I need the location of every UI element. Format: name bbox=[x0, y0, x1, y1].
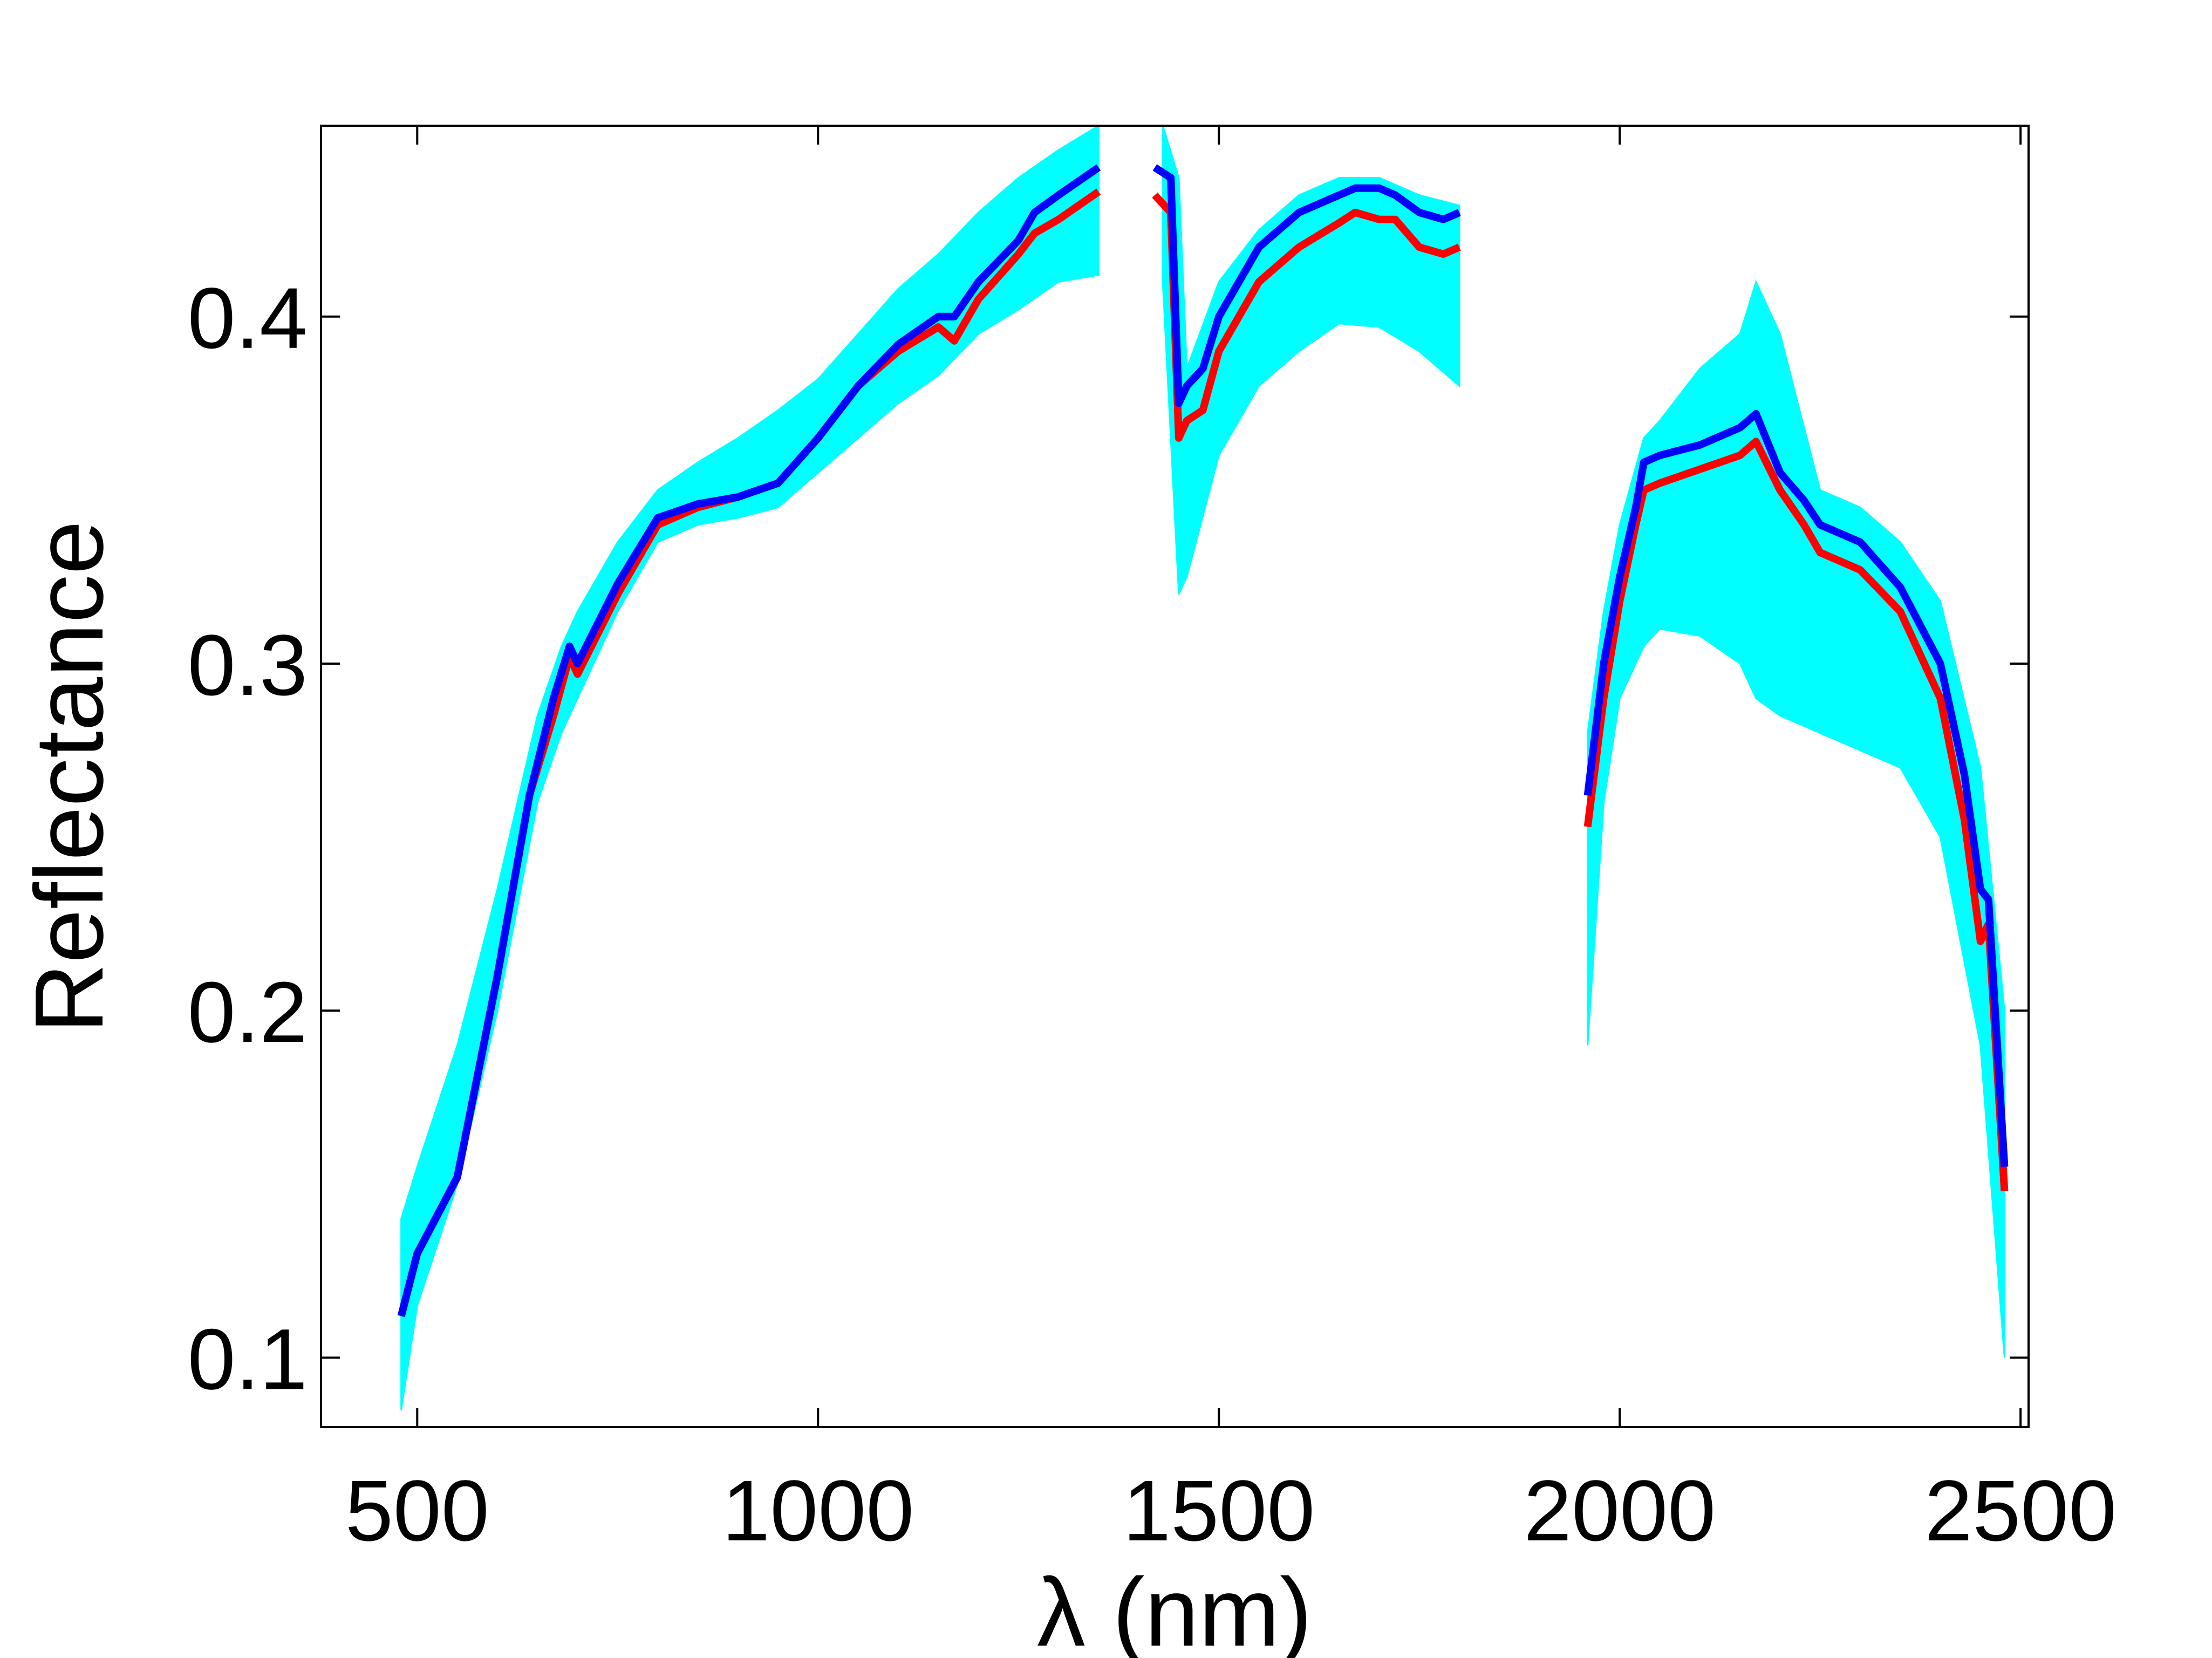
y-tick-label-0.1: 0.1 bbox=[188, 1311, 308, 1407]
y-tick-label-0.3: 0.3 bbox=[188, 617, 308, 713]
y-axis-label: Reflectance bbox=[15, 521, 124, 1034]
y-tick-label-0.4: 0.4 bbox=[188, 270, 308, 366]
x-axis-label: λ (nm) bbox=[1037, 1558, 1312, 1658]
x-tick-label-2000: 2000 bbox=[1524, 1462, 1716, 1559]
y-tick-labels: 0.1 0.2 0.3 0.4 bbox=[188, 270, 308, 1408]
axis-ticks-group bbox=[321, 126, 2029, 1427]
y-tick-label-0.2: 0.2 bbox=[188, 964, 308, 1060]
x-tick-label-500: 500 bbox=[345, 1462, 489, 1559]
spectra-band-segment-2 bbox=[1162, 125, 1460, 595]
x-tick-label-1500: 1500 bbox=[1123, 1462, 1315, 1559]
blue-series-line-segment-1 bbox=[397, 164, 1101, 1317]
blue-series-line-segment-3 bbox=[1583, 410, 2009, 1168]
x-tick-label-2500: 2500 bbox=[1924, 1462, 2117, 1559]
blue-series-line-segment-2 bbox=[1152, 164, 1461, 407]
red-series-line-segment-3 bbox=[1583, 438, 2009, 1192]
plot-frame bbox=[320, 125, 2030, 1428]
x-tick-label-1000: 1000 bbox=[722, 1462, 914, 1559]
spectra-band-segment-3 bbox=[1587, 279, 2005, 1358]
series-lines-group bbox=[397, 164, 2009, 1317]
x-tick-labels: 500 1000 1500 2000 2500 bbox=[345, 1462, 2117, 1559]
red-series-line-segment-2 bbox=[1152, 192, 1461, 442]
